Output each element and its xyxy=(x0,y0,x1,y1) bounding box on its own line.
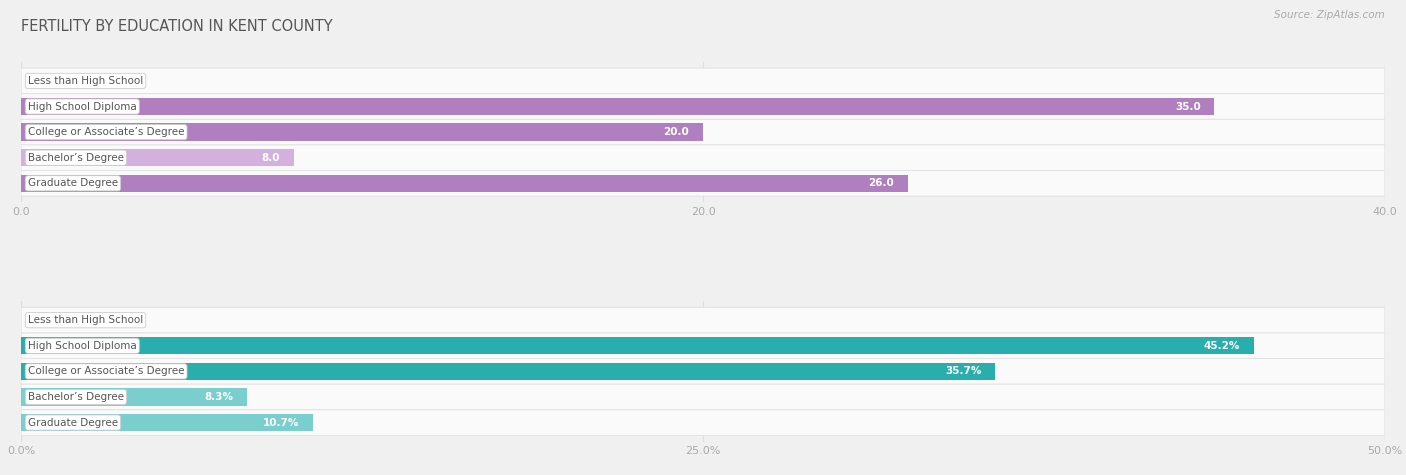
Bar xyxy=(21,175,908,192)
Text: College or Associate’s Degree: College or Associate’s Degree xyxy=(28,127,184,137)
FancyBboxPatch shape xyxy=(21,410,1385,436)
Text: High School Diploma: High School Diploma xyxy=(28,102,136,112)
Text: 35.7%: 35.7% xyxy=(945,366,981,376)
Text: High School Diploma: High School Diploma xyxy=(28,341,136,351)
Text: 26.0: 26.0 xyxy=(868,178,894,188)
Text: Bachelor’s Degree: Bachelor’s Degree xyxy=(28,392,124,402)
Bar xyxy=(21,124,703,141)
Text: College or Associate’s Degree: College or Associate’s Degree xyxy=(28,366,184,376)
Bar xyxy=(21,149,294,166)
Text: Bachelor’s Degree: Bachelor’s Degree xyxy=(28,152,124,163)
Text: Source: ZipAtlas.com: Source: ZipAtlas.com xyxy=(1274,10,1385,19)
Text: 45.2%: 45.2% xyxy=(1204,341,1240,351)
FancyBboxPatch shape xyxy=(21,145,1385,171)
Text: FERTILITY BY EDUCATION IN KENT COUNTY: FERTILITY BY EDUCATION IN KENT COUNTY xyxy=(21,19,333,34)
Bar xyxy=(21,337,1254,354)
FancyBboxPatch shape xyxy=(21,359,1385,384)
Text: 10.7%: 10.7% xyxy=(263,418,299,428)
Bar xyxy=(21,363,995,380)
Bar xyxy=(21,414,314,431)
FancyBboxPatch shape xyxy=(21,94,1385,119)
FancyBboxPatch shape xyxy=(21,384,1385,410)
Bar xyxy=(21,98,1215,115)
FancyBboxPatch shape xyxy=(21,307,1385,333)
Text: 0.0: 0.0 xyxy=(35,76,51,86)
Text: 0.0%: 0.0% xyxy=(35,315,60,325)
FancyBboxPatch shape xyxy=(21,333,1385,359)
Bar xyxy=(21,388,247,406)
FancyBboxPatch shape xyxy=(21,119,1385,145)
Text: Graduate Degree: Graduate Degree xyxy=(28,178,118,188)
Text: 8.3%: 8.3% xyxy=(205,392,233,402)
Text: 35.0: 35.0 xyxy=(1175,102,1201,112)
Text: Less than High School: Less than High School xyxy=(28,76,143,86)
Text: Less than High School: Less than High School xyxy=(28,315,143,325)
FancyBboxPatch shape xyxy=(21,171,1385,196)
FancyBboxPatch shape xyxy=(21,68,1385,94)
Text: 8.0: 8.0 xyxy=(262,152,280,163)
Text: Graduate Degree: Graduate Degree xyxy=(28,418,118,428)
Text: 20.0: 20.0 xyxy=(664,127,689,137)
